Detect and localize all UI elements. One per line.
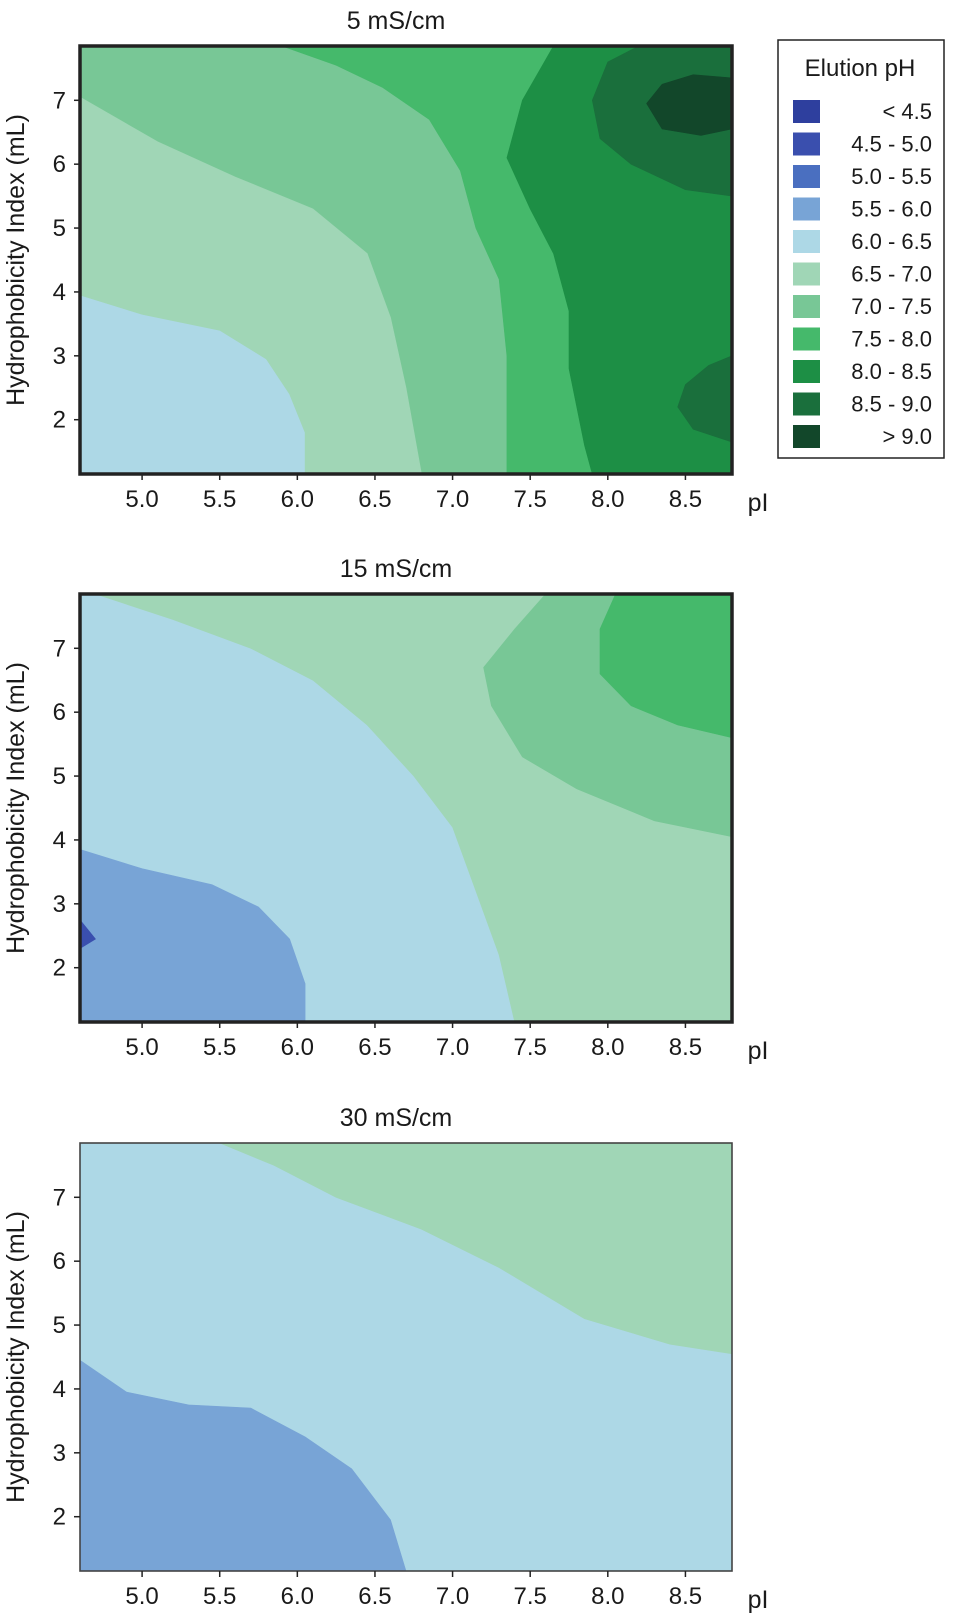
x-tick-label: 7.5 bbox=[514, 1034, 547, 1061]
x-tick-label: 5.5 bbox=[203, 486, 236, 513]
y-tick-label: 7 bbox=[53, 635, 66, 662]
x-tick-label: 7.0 bbox=[436, 1583, 469, 1610]
x-tick-label: 7.5 bbox=[514, 1583, 547, 1610]
y-tick-label: 6 bbox=[53, 1248, 66, 1275]
contour-band-7.5-8.0 bbox=[599, 594, 732, 739]
plot-frame bbox=[78, 592, 734, 1024]
legend-label: 6.5 - 7.0 bbox=[851, 262, 932, 287]
x-tick-label: 5.0 bbox=[125, 486, 158, 513]
legend-label: > 9.0 bbox=[882, 424, 932, 449]
contour-band-8.5-9.0 bbox=[677, 355, 732, 443]
y-tick-label: 4 bbox=[53, 279, 66, 306]
legend-label: 7.5 - 8.0 bbox=[851, 327, 932, 352]
legend-swatch bbox=[793, 392, 820, 416]
x-tick-label: 5.5 bbox=[203, 1034, 236, 1061]
panel-title: 5 mS/cm bbox=[347, 7, 446, 35]
y-tick-label: 7 bbox=[53, 1184, 66, 1211]
x-tick-label: 8.0 bbox=[591, 1583, 624, 1610]
legend-label: 8.0 - 8.5 bbox=[851, 359, 932, 384]
contour-band-5.5-6.0 bbox=[80, 1359, 407, 1571]
legend-label: 7.0 - 7.5 bbox=[851, 294, 932, 319]
legend-label: 6.0 - 6.5 bbox=[851, 229, 932, 254]
contour-band--9.0 bbox=[646, 74, 732, 136]
legend-label: 5.0 - 5.5 bbox=[851, 164, 932, 189]
x-tick-label: 5.0 bbox=[125, 1034, 158, 1061]
legend-swatch bbox=[793, 295, 820, 318]
legend-label: 5.5 - 6.0 bbox=[851, 197, 932, 222]
x-axis-label: pI bbox=[748, 489, 769, 517]
legend-swatch bbox=[793, 262, 820, 286]
y-tick-label: 4 bbox=[53, 827, 66, 854]
legend-label: 8.5 - 9.0 bbox=[851, 392, 932, 417]
contour-band-6.5-7.0 bbox=[219, 1143, 732, 1355]
x-tick-label: 6.0 bbox=[281, 1583, 314, 1610]
y-tick-label: 5 bbox=[53, 763, 66, 790]
y-tick-label: 5 bbox=[53, 1312, 66, 1339]
x-tick-label: 8.0 bbox=[591, 1034, 624, 1061]
y-tick-label: 6 bbox=[53, 699, 66, 726]
legend-swatch bbox=[793, 425, 820, 448]
y-tick-label: 7 bbox=[53, 87, 66, 114]
contour-band-6.5-7.0 bbox=[80, 96, 422, 474]
y-tick-label: 5 bbox=[53, 215, 66, 242]
y-tick-label: 4 bbox=[53, 1376, 66, 1403]
x-tick-label: 7.5 bbox=[514, 486, 547, 513]
x-axis-label: pI bbox=[748, 1037, 769, 1065]
legend-swatch bbox=[793, 327, 820, 351]
x-tick-label: 6.0 bbox=[281, 1034, 314, 1061]
y-axis-label: Hydrophobicity Index (mL) bbox=[2, 114, 30, 406]
y-tick-label: 2 bbox=[53, 407, 66, 434]
x-tick-label: 5.0 bbox=[125, 1583, 158, 1610]
legend-swatch bbox=[793, 100, 820, 123]
legend-swatch bbox=[793, 165, 820, 188]
x-tick-label: 6.5 bbox=[358, 1583, 391, 1610]
x-tick-label: 5.5 bbox=[203, 1583, 236, 1610]
x-tick-label: 7.0 bbox=[436, 486, 469, 513]
panel-title: 15 mS/cm bbox=[340, 555, 453, 583]
legend-swatch bbox=[793, 230, 820, 253]
x-tick-label: 8.5 bbox=[669, 1583, 702, 1610]
legend-swatch bbox=[793, 360, 820, 383]
y-tick-label: 3 bbox=[53, 891, 66, 918]
y-axis-label: Hydrophobicity Index (mL) bbox=[2, 1211, 30, 1503]
x-tick-label: 6.5 bbox=[358, 1034, 391, 1061]
x-axis-label: pI bbox=[748, 1586, 769, 1614]
y-axis-label: Hydrophobicity Index (mL) bbox=[2, 662, 30, 954]
legend-label: < 4.5 bbox=[882, 99, 932, 124]
legend-swatch bbox=[793, 132, 820, 156]
contour-band-5.5-6.0 bbox=[80, 849, 306, 1022]
y-tick-label: 3 bbox=[53, 1440, 66, 1467]
y-tick-label: 2 bbox=[53, 955, 66, 982]
y-tick-label: 6 bbox=[53, 151, 66, 178]
legend-title: Elution pH bbox=[805, 55, 916, 82]
plot-frame bbox=[78, 44, 734, 476]
legend-swatch bbox=[793, 197, 820, 221]
x-tick-label: 6.5 bbox=[358, 486, 391, 513]
x-tick-label: 7.0 bbox=[436, 1034, 469, 1061]
contour-band-4.5-5.0 bbox=[80, 919, 96, 949]
x-tick-label: 8.5 bbox=[669, 486, 702, 513]
y-tick-label: 3 bbox=[53, 343, 66, 370]
plot-frame bbox=[79, 1142, 733, 1572]
x-tick-label: 6.0 bbox=[281, 486, 314, 513]
legend-label: 4.5 - 5.0 bbox=[851, 132, 932, 157]
y-tick-label: 2 bbox=[53, 1504, 66, 1531]
x-tick-label: 8.0 bbox=[591, 486, 624, 513]
panel-title: 30 mS/cm bbox=[340, 1104, 453, 1132]
x-tick-label: 8.5 bbox=[669, 1034, 702, 1061]
